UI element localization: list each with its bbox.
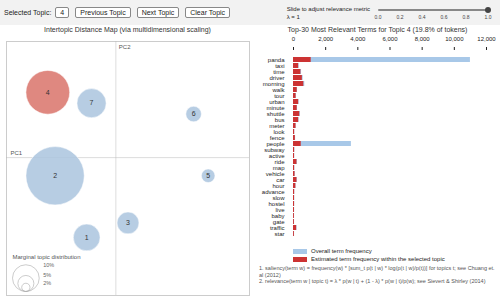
svg-text:hostel: hostel: [268, 200, 285, 207]
svg-text:active: active: [268, 152, 285, 159]
svg-text:hour: hour: [272, 182, 285, 189]
svg-text:6: 6: [192, 110, 196, 117]
svg-text:gate: gate: [272, 218, 285, 225]
svg-text:vehicle: vehicle: [265, 170, 285, 177]
svg-text:0: 0: [292, 36, 296, 42]
svg-text:8,000: 8,000: [415, 36, 431, 42]
svg-text:advance: advance: [261, 188, 285, 195]
svg-text:look: look: [273, 128, 285, 135]
svg-text:2: 2: [53, 172, 57, 179]
svg-text:minute: minute: [266, 104, 285, 111]
svg-text:12,000: 12,000: [477, 36, 496, 42]
svg-text:Marginal topic distribution: Marginal topic distribution: [13, 254, 81, 260]
svg-text:2%: 2%: [43, 280, 51, 286]
svg-text:baby: baby: [271, 212, 285, 219]
svg-text:4,000: 4,000: [350, 36, 366, 42]
svg-text:meter: meter: [269, 122, 285, 129]
svg-text:fence: fence: [269, 134, 285, 141]
svg-text:urban: urban: [269, 98, 285, 105]
html-text:0.2: 0.2: [396, 13, 404, 20]
svg-text:taxi: taxi: [275, 62, 285, 69]
svg-text:traffic: traffic: [269, 224, 285, 231]
svg-text:3: 3: [126, 219, 130, 226]
svg-text:panda: panda: [267, 56, 285, 63]
svg-text:star: star: [274, 231, 284, 237]
svg-text:1: 1: [85, 234, 89, 241]
html-text:Selected Topic:: Selected Topic:: [4, 9, 52, 16]
svg-text:car: car: [276, 176, 285, 183]
svg-text:shuttle: shuttle: [266, 110, 285, 117]
svg-text:10,000: 10,000: [445, 36, 464, 42]
svg-text:people: people: [266, 140, 285, 147]
svg-text:5: 5: [206, 172, 210, 179]
html-text:Slide to adjust relevance metr: Slide to adjust relevance metric: [286, 5, 370, 12]
html-text:Intertopic Distance Map (via m: Intertopic Distance Map (via multidimens…: [44, 26, 211, 33]
html-text:0.0: 0.0: [374, 13, 382, 20]
html-text:0.4: 0.4: [418, 13, 426, 20]
svg-text:4: 4: [46, 89, 50, 96]
svg-text:live: live: [275, 206, 285, 213]
html-text:1. saliency(term w) = frequenc: 1. saliency(term w) = frequency(w) * [su…: [259, 265, 495, 278]
svg-text:5%: 5%: [43, 272, 51, 278]
svg-text:6,000: 6,000: [382, 36, 398, 42]
svg-text:morning: morning: [262, 80, 285, 87]
svg-text:PC2: PC2: [119, 44, 131, 50]
html-text:Next Topic: Next Topic: [141, 9, 175, 16]
svg-text:walk: walk: [272, 86, 285, 93]
svg-text:slow: slow: [272, 194, 285, 201]
svg-text:bus: bus: [274, 116, 285, 123]
svg-text:subway: subway: [264, 146, 285, 153]
html-text:1.0: 1.0: [484, 13, 492, 20]
html-text:0.6: 0.6: [440, 13, 448, 20]
svg-text:10%: 10%: [43, 262, 54, 268]
svg-text:tour: tour: [274, 92, 285, 99]
html-text:Clear Topic: Clear Topic: [190, 9, 226, 16]
html-text:4: 4: [60, 9, 65, 16]
html-text:Overall term frequency: Overall term frequency: [311, 248, 372, 254]
svg-text:time: time: [273, 68, 285, 75]
html-text:2. relevance(term w | topic t): 2. relevance(term w | topic t) = λ * p(w…: [259, 278, 486, 284]
svg-text:map: map: [272, 164, 285, 171]
html-text:Top-30 Most Relevant Terms for: Top-30 Most Relevant Terms for Topic 4 (…: [287, 26, 468, 33]
svg-text:7: 7: [90, 99, 94, 106]
html-text:0.8: 0.8: [462, 13, 470, 20]
svg-text:PC1: PC1: [11, 150, 23, 156]
html-text:λ = 1: λ = 1: [286, 13, 300, 20]
html-text:Previous Topic: Previous Topic: [80, 9, 126, 16]
svg-text:driver: driver: [269, 74, 285, 81]
html-text:Estimated term frequency withi: Estimated term frequency within the sele…: [311, 256, 445, 262]
svg-text:ride: ride: [274, 158, 285, 165]
svg-text:2,000: 2,000: [318, 36, 334, 42]
